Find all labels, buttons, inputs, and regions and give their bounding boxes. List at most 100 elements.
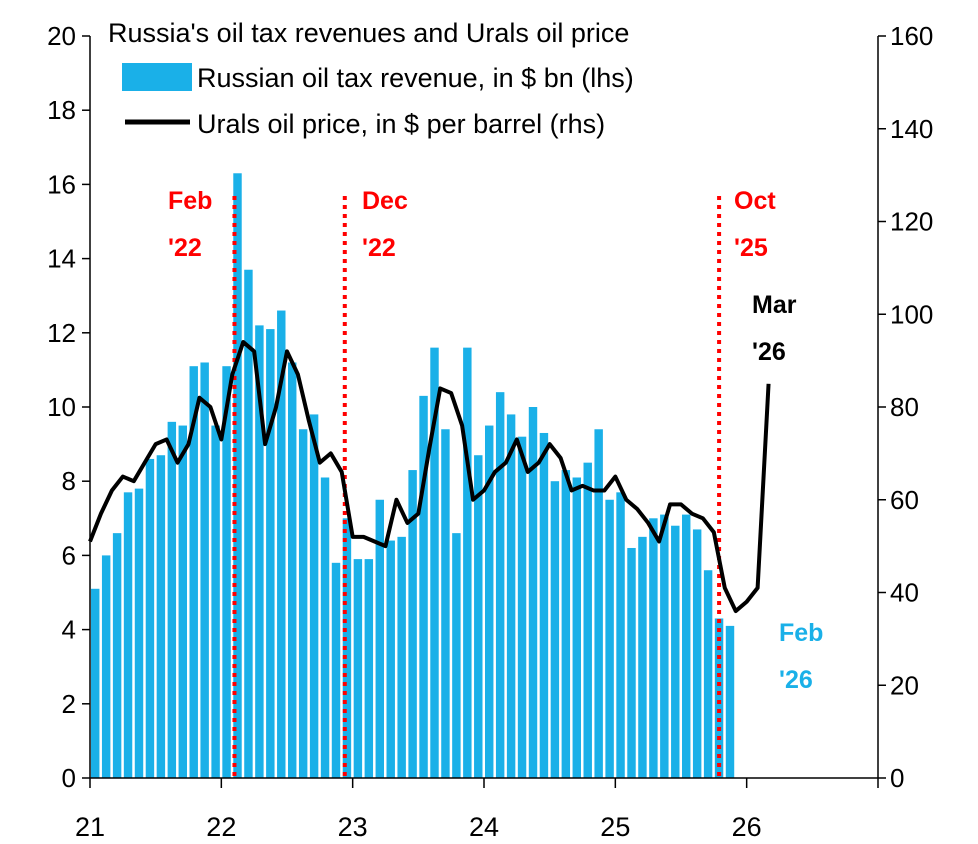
revenue-bar [528, 407, 538, 778]
left-axis-tick-label: 0 [62, 763, 76, 793]
annotation-dec22: Dec '22 [362, 187, 408, 262]
revenue-bar [583, 462, 592, 778]
right-axis-tick-label: 120 [890, 207, 933, 237]
revenue-bar [703, 570, 713, 778]
label-feb26: Feb '26 [779, 619, 823, 694]
annotation-oct25-line2: '25 [734, 234, 768, 262]
label-feb26-line2: '26 [779, 666, 813, 694]
revenue-bar [364, 559, 374, 778]
revenue-bar [277, 310, 286, 778]
x-axis-tick-label: 24 [469, 812, 499, 842]
revenue-bar [178, 425, 187, 778]
right-axis-tick-label: 140 [890, 114, 933, 144]
revenue-bar [233, 173, 242, 778]
x-axis-tick-label: 21 [75, 812, 105, 842]
annotation-dec22-line2: '22 [362, 234, 396, 262]
revenue-bar [550, 481, 560, 778]
revenue-bar [616, 492, 625, 778]
left-axis-tick-label: 16 [47, 169, 76, 199]
revenue-bar [408, 470, 417, 778]
revenue-bar [375, 499, 384, 778]
right-axis-tick-label: 20 [890, 670, 919, 700]
revenue-bar [517, 436, 527, 778]
legend-line-label: Urals oil price, in $ per barrel (rhs) [197, 109, 605, 139]
revenue-bar [298, 429, 308, 778]
revenue-bar [266, 329, 275, 778]
label-mar26-line1: Mar [752, 291, 797, 319]
x-axis-tick-label: 25 [600, 812, 630, 842]
right-axis-tick-label: 100 [890, 299, 933, 329]
revenue-bar [463, 347, 472, 778]
revenue-bar [638, 536, 647, 778]
right-axis-tick-label: 0 [890, 763, 904, 793]
revenue-bar [430, 347, 439, 778]
left-axis-tick-label: 2 [62, 689, 76, 719]
revenue-bar [506, 414, 516, 778]
left-axis-tick-label: 18 [47, 95, 76, 125]
revenue-bar [320, 477, 330, 778]
label-feb26-line1: Feb [779, 619, 823, 647]
revenue-bar [211, 425, 220, 778]
revenue-bar [627, 547, 636, 778]
x-axis-tick-label: 22 [206, 812, 236, 842]
revenue-bar [288, 362, 297, 778]
annotation-dec22-line1: Dec [362, 187, 408, 215]
price-line-layer [88, 340, 771, 614]
bars-layer [91, 173, 735, 778]
revenue-bar [474, 455, 483, 778]
left-axis-tick-label: 4 [62, 615, 76, 645]
revenue-bar [660, 514, 669, 778]
revenue-bar [495, 392, 505, 778]
revenue-bar [386, 540, 395, 778]
left-axis-tick-label: 6 [62, 540, 76, 570]
revenue-bar [605, 499, 614, 778]
revenue-bar [561, 470, 571, 778]
revenue-bar [397, 536, 406, 778]
revenue-bar [671, 525, 680, 778]
revenue-bar [714, 618, 724, 778]
revenue-bar [485, 425, 494, 778]
x-axis-tick-label: 26 [732, 812, 762, 842]
legend-bar-label: Russian oil tax revenue, in $ bn (lhs) [197, 63, 634, 93]
x-axis-tick-label: 23 [338, 812, 368, 842]
revenue-bar [725, 625, 735, 778]
revenue-bar [594, 429, 603, 778]
right-axis-tick-label: 40 [890, 578, 919, 608]
right-axis-tick-label: 160 [890, 21, 933, 51]
revenue-bar [200, 362, 209, 778]
annotation-feb22: Feb '22 [168, 187, 212, 262]
legend: Russian oil tax revenue, in $ bn (lhs) U… [122, 63, 634, 139]
annotation-oct25: Oct '25 [734, 187, 776, 262]
revenue-bar [112, 533, 122, 778]
label-mar26-line2: '26 [752, 338, 786, 366]
revenue-bar [134, 488, 144, 778]
revenue-bar [101, 555, 111, 778]
revenue-bar [331, 562, 341, 778]
chart-title: Russia's oil tax revenues and Urals oil … [108, 18, 629, 48]
revenue-bar [145, 458, 155, 778]
legend-bar-swatch [122, 63, 192, 91]
revenue-bar [244, 269, 253, 778]
revenue-bar [649, 518, 658, 778]
left-axis-tick-label: 8 [62, 466, 76, 496]
left-axis-tick-label: 14 [47, 244, 76, 274]
revenue-bar [441, 429, 450, 778]
revenue-bar [572, 477, 581, 778]
revenue-bar [189, 366, 198, 778]
revenue-bar [692, 529, 702, 778]
revenue-bar [342, 518, 352, 778]
revenue-bar [309, 414, 319, 778]
revenue-bar [123, 492, 133, 778]
urals-price-line [88, 340, 771, 614]
revenue-bar [353, 559, 363, 778]
revenue-bar [419, 395, 428, 778]
axes-layer: 0246810121416182002040608010012014016021… [47, 21, 933, 842]
left-axis-tick-label: 20 [47, 21, 76, 51]
revenue-bar [156, 455, 166, 778]
right-axis-tick-label: 60 [890, 485, 919, 515]
label-mar26: Mar '26 [752, 291, 797, 366]
left-axis-tick-label: 10 [47, 392, 76, 422]
revenue-bar [91, 588, 100, 778]
revenue-bar [167, 421, 177, 778]
